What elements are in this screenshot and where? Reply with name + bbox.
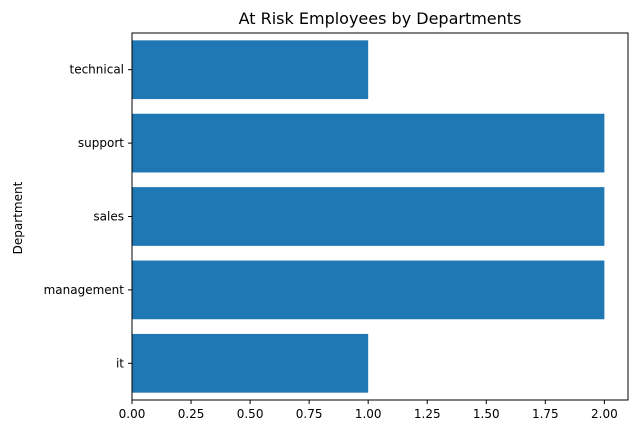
bar-management	[132, 260, 605, 320]
x-tick-label: 0.00	[119, 407, 146, 421]
plot-frame	[131, 32, 629, 401]
plot-area: it management sales support technical 0.00 0.2…	[44, 40, 618, 421]
bar-it	[132, 333, 369, 393]
y-tick-label-sales: sales	[93, 210, 124, 224]
y-tick-label-technical: technical	[69, 63, 124, 77]
x-tick-label: 0.25	[178, 407, 205, 421]
x-tick-label: 1.75	[532, 407, 559, 421]
bar-technical	[132, 40, 369, 100]
bar-sales	[132, 187, 605, 246]
y-tick-label-it: it	[116, 356, 124, 370]
x-tick-label: 1.25	[414, 407, 441, 421]
chart-title: At Risk Employees by Departments	[239, 9, 522, 28]
y-tick-label-support: support	[78, 136, 124, 150]
y-axis-label: Department	[11, 181, 25, 254]
x-tick-label: 1.50	[473, 407, 500, 421]
bar-support	[132, 113, 605, 173]
y-tick-label-management: management	[44, 283, 125, 297]
x-tick-label: 2.00	[591, 407, 618, 421]
x-tick-label: 0.75	[296, 407, 323, 421]
x-tick-label: 1.00	[355, 407, 382, 421]
x-tick-label: 0.50	[237, 407, 264, 421]
